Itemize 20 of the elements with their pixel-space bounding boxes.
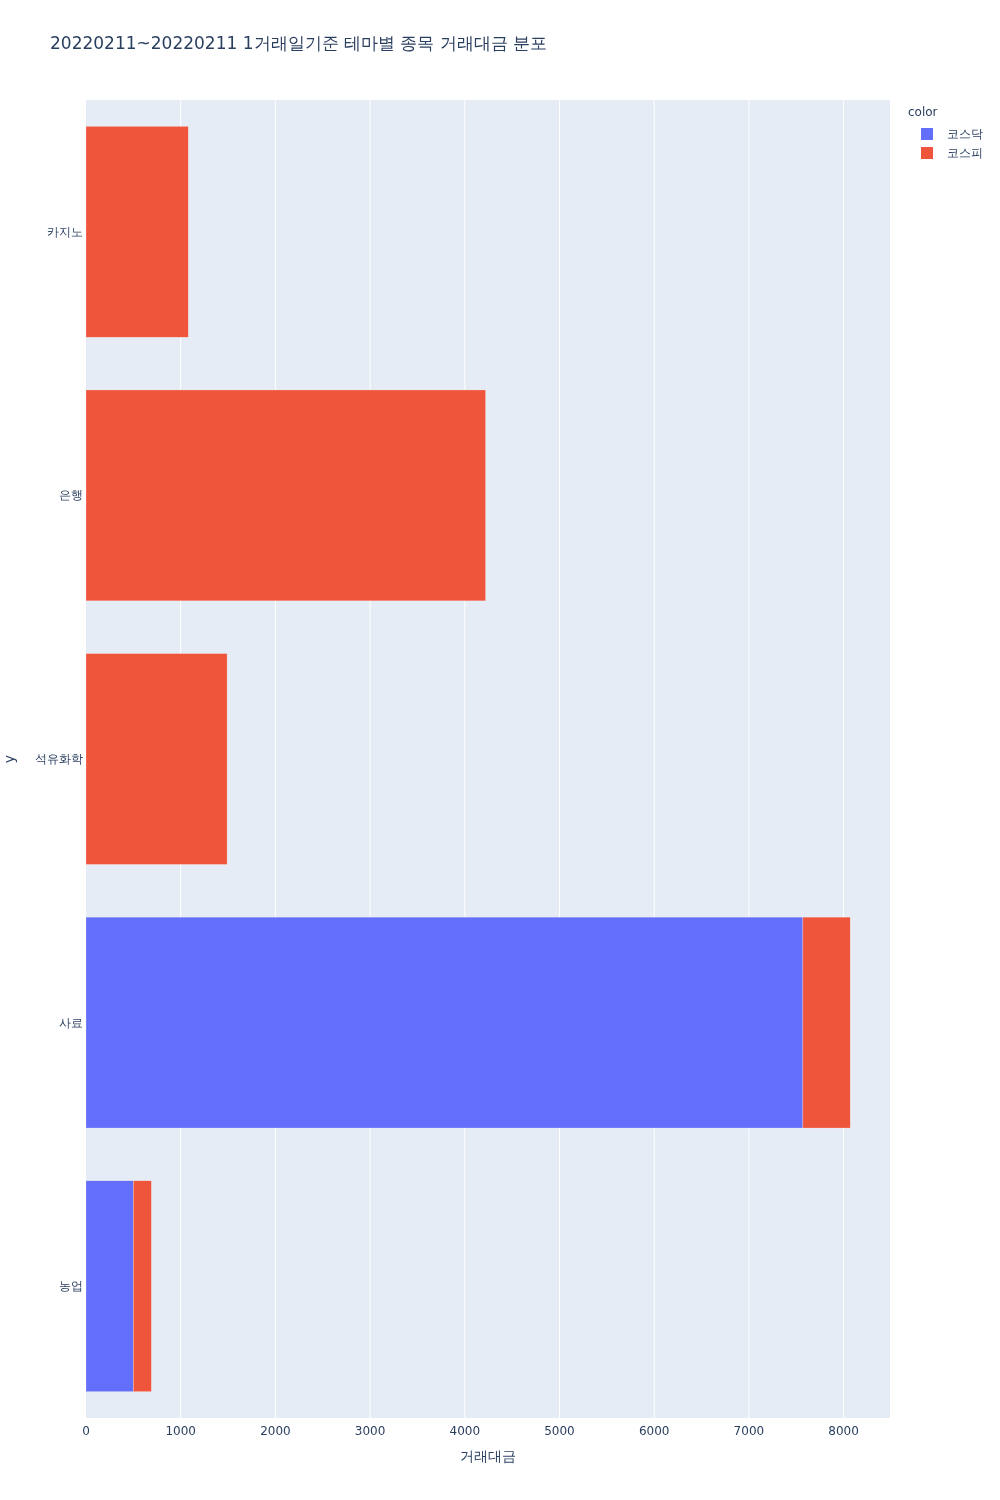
y-tick-label: 카지노 [47,224,83,239]
x-tick-label: 7000 [733,1424,765,1438]
chart-title: 20220211~20220211 1거래일기준 테마별 종목 거래대금 분포 [50,33,548,53]
x-tick-label: 4000 [449,1424,481,1438]
y-axis-title: y [1,754,17,764]
legend-title: color [908,105,938,119]
x-axis-title: 거래대금 [460,1448,516,1464]
x-tick-label: 6000 [638,1424,670,1438]
legend-label: 코스피 [947,146,983,160]
y-tick-label: 은행 [59,488,83,503]
legend-label: 코스닥 [947,127,983,141]
x-tick-label: 5000 [544,1424,575,1438]
y-tick-label: 사료 [59,1015,83,1030]
y-tick-label: 석유화학 [35,752,83,766]
y-tick-label: 농업 [59,1279,83,1294]
x-tick-label: 1000 [165,1424,196,1438]
x-tick-label: 3000 [354,1424,386,1438]
x-tick-label: 2000 [260,1424,291,1438]
x-tick-label: 8000 [828,1424,859,1438]
x-tick-label: 0 [82,1424,90,1438]
